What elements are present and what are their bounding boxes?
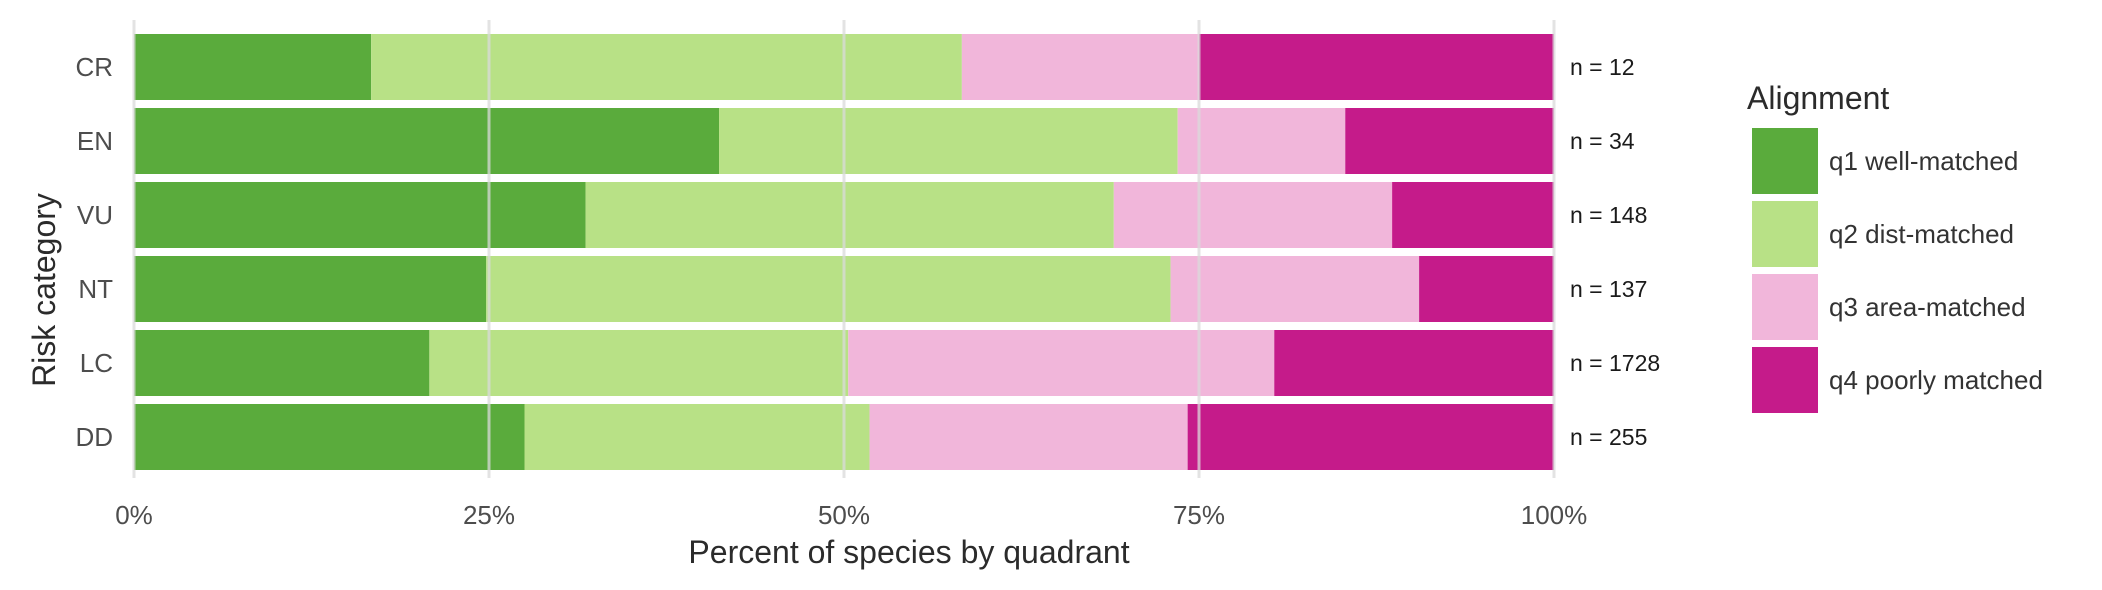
x-tick-label: 75% <box>1173 500 1225 530</box>
y-tick-label: LC <box>80 348 113 378</box>
y-axis-title: Risk category <box>26 193 62 387</box>
bar-segment-en-q1 <box>134 108 720 174</box>
bar-segment-dd-q3 <box>869 404 1188 470</box>
bar-segment-cr-q1 <box>134 34 372 100</box>
legend-label: q3 area-matched <box>1829 292 2026 322</box>
bar-segment-vu-q1 <box>134 182 586 248</box>
bar-segment-dd-q1 <box>134 404 525 470</box>
bar-segment-dd-q2 <box>524 404 870 470</box>
n-label: n = 34 <box>1570 128 1635 154</box>
legend-items: q1 well-matched q2 dist-matched q3 area-ma… <box>1752 128 2043 413</box>
bar-segment-en-q4 <box>1345 108 1554 174</box>
legend: Alignment q1 well-matched q2 dist-matched… <box>1747 80 2043 413</box>
n-labels: n = 12 n = 34 n = 148 n = 137 n = 1728 n = 25… <box>1570 54 1660 450</box>
legend-title: Alignment <box>1747 80 1889 116</box>
bar-segment-nt-q2 <box>486 256 1171 322</box>
n-label: n = 1728 <box>1570 350 1660 376</box>
bar-segment-vu-q4 <box>1392 182 1554 248</box>
bar-segment-lc-q4 <box>1274 330 1554 396</box>
x-tick-label: 50% <box>818 500 870 530</box>
legend-swatch <box>1752 201 1818 267</box>
n-label: n = 137 <box>1570 276 1647 302</box>
axes: 0% 25% 50% 75% 100% CR EN VU NT LC DD <box>75 20 1587 530</box>
bar-segment-nt-q4 <box>1419 256 1554 322</box>
n-label: n = 12 <box>1570 54 1635 80</box>
x-tick-label: 0% <box>115 500 153 530</box>
legend-swatch <box>1752 347 1818 413</box>
bar-segment-nt-q3 <box>1170 256 1420 322</box>
bar-segment-lc-q3 <box>848 330 1275 396</box>
y-tick-label: CR <box>75 52 113 82</box>
bar-segment-lc-q1 <box>134 330 430 396</box>
x-axis-title: Percent of species by quadrant <box>688 534 1129 570</box>
legend-label: q2 dist-matched <box>1829 219 2014 249</box>
legend-label: q1 well-matched <box>1829 146 2018 176</box>
bar-segment-en-q3 <box>1177 108 1346 174</box>
bar-segment-cr-q4 <box>1199 34 1554 100</box>
legend-swatch <box>1752 128 1818 194</box>
bar-segment-dd-q4 <box>1187 404 1554 470</box>
legend-swatch <box>1752 274 1818 340</box>
x-tick-label: 100% <box>1521 500 1588 530</box>
y-tick-label: DD <box>75 422 113 452</box>
n-label: n = 148 <box>1570 202 1647 228</box>
x-tick-label: 25% <box>463 500 515 530</box>
bar-segment-nt-q1 <box>134 256 487 322</box>
y-tick-label: NT <box>78 274 113 304</box>
bar-segment-en-q2 <box>719 108 1178 174</box>
n-label: n = 255 <box>1570 424 1647 450</box>
bar-segment-vu-q3 <box>1113 182 1393 248</box>
bar-segment-cr-q2 <box>371 34 962 100</box>
y-tick-label: EN <box>77 126 113 156</box>
legend-label: q4 poorly matched <box>1829 365 2043 395</box>
bar-segment-vu-q2 <box>585 182 1114 248</box>
bar-segment-lc-q2 <box>429 330 849 396</box>
plot-area <box>134 34 1554 470</box>
bar-segment-cr-q3 <box>961 34 1199 100</box>
y-tick-label: VU <box>77 200 113 230</box>
